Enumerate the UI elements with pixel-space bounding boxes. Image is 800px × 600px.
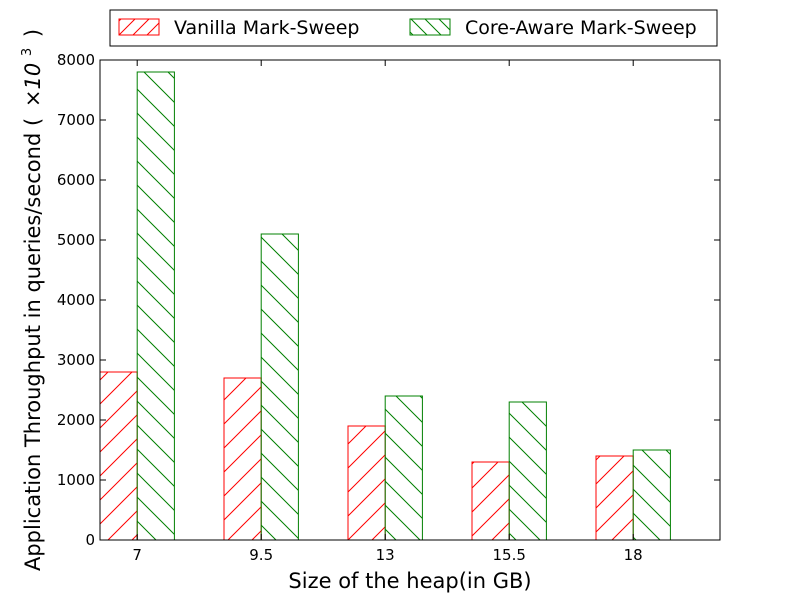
legend-label-vanilla: Vanilla Mark-Sweep [174,17,359,39]
y-axis-title-main: Application Throughput in queries/second… [21,118,45,571]
x-axis-ticks: 7 9.5 13 15.5 18 [132,60,643,564]
bar-vanilla-9.5 [223,377,262,541]
y-axis-title-times: ×10 [21,63,45,107]
x-tick-label-13: 13 [376,546,395,564]
y-tick-label-2000: 2000 [57,411,95,429]
y-tick-label-8000: 8000 [57,51,95,69]
bar-core-aware-7 [136,71,175,541]
y-tick-label-1000: 1000 [57,471,95,489]
x-tick-label-18: 18 [624,546,643,564]
x-tick-label-7: 7 [132,546,142,564]
y-tick-label-7000: 7000 [57,111,95,129]
y-tick-label-5000: 5000 [57,231,95,249]
legend-label-core-aware: Core-Aware Mark-Sweep [465,17,697,39]
bar-vanilla-18 [595,455,634,541]
x-tick-label-9.5: 9.5 [249,546,273,564]
bar-core-aware-9.5 [260,233,299,541]
bar-core-aware-15.5 [508,401,547,541]
x-tick-label-15.5: 15.5 [492,546,525,564]
y-axis-title-exponent: 3 [20,48,35,56]
y-axis-ticks: 0 1000 2000 3000 4000 5000 6000 7000 8000 [57,51,720,549]
legend-swatch-vanilla [118,18,160,36]
plot-frame [99,59,721,541]
y-tick-label-3000: 3000 [57,351,95,369]
bars-group [99,71,671,541]
bar-vanilla-13 [347,425,386,541]
y-tick-label-4000: 4000 [57,291,95,309]
x-axis-title: Size of the heap(in GB) [288,569,531,593]
y-tick-label-6000: 6000 [57,171,95,189]
bar-vanilla-15.5 [471,461,510,541]
y-axis-title-close: ) [21,29,45,37]
legend: Vanilla Mark-Sweep Core-Aware Mark-Sweep [109,9,718,47]
y-tick-label-0: 0 [85,531,95,549]
y-axis-title: Application Throughput in queries/second… [12,29,45,571]
bar-core-aware-13 [384,395,423,541]
bar-vanilla-7 [99,371,138,541]
legend-swatch-core-aware [409,18,451,36]
bar-core-aware-18 [632,449,671,541]
